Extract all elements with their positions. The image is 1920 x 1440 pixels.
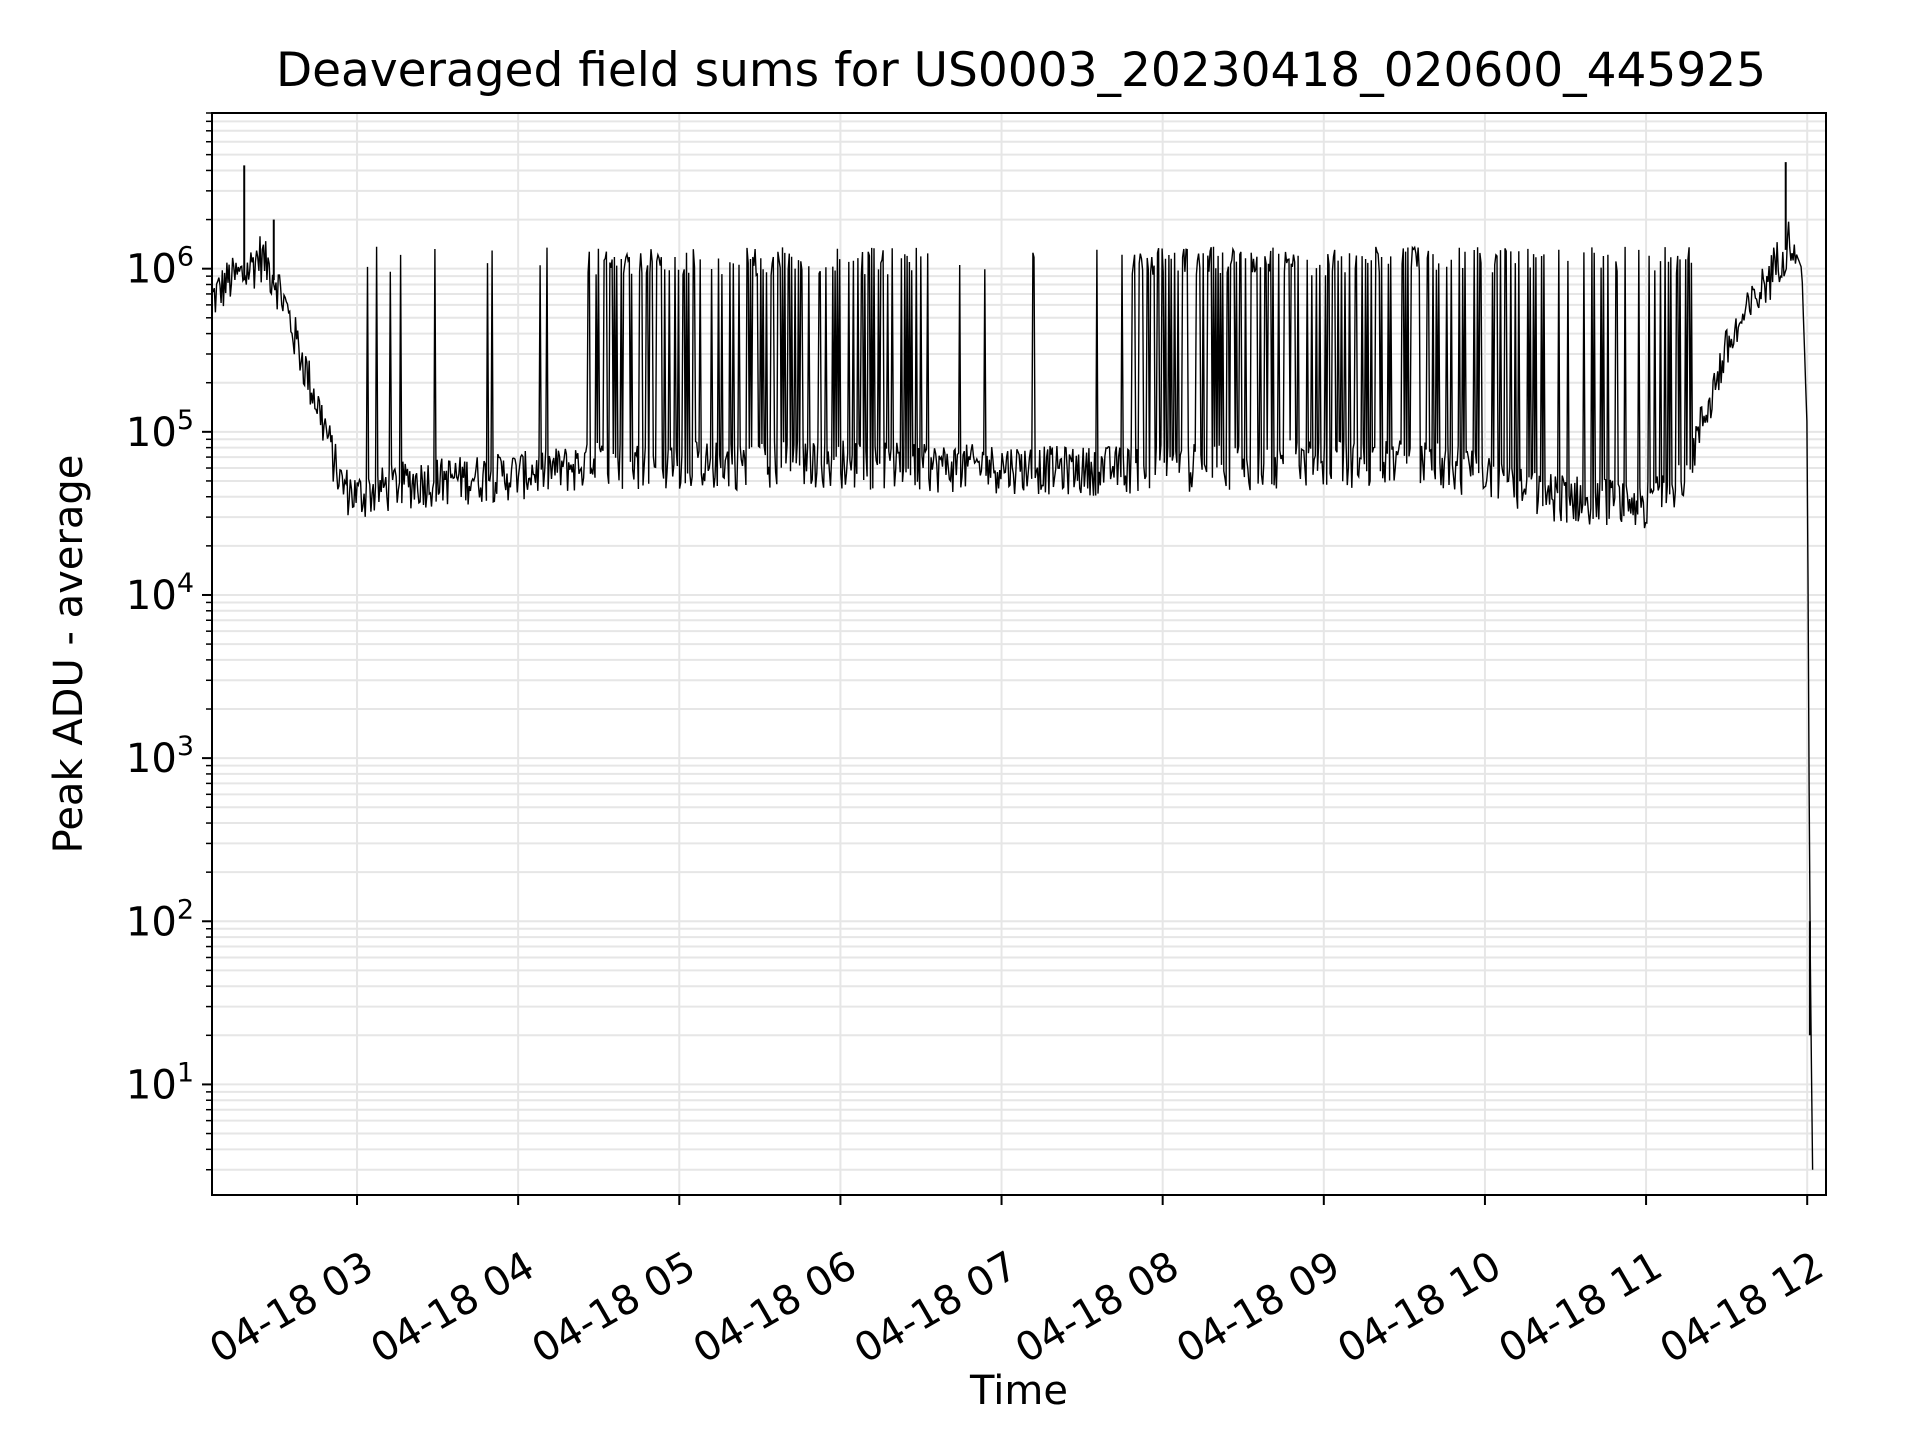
y-tick-label: 104 bbox=[126, 568, 194, 619]
y-tick-label: 106 bbox=[126, 242, 194, 293]
y-tick-label: 105 bbox=[126, 405, 194, 456]
series-line bbox=[211, 221, 1814, 1170]
grid-layer bbox=[212, 112, 1826, 1195]
y-tick-label: 102 bbox=[126, 894, 194, 945]
y-tick-label: 101 bbox=[126, 1057, 194, 1108]
y-axis-label: Peak ADU - average bbox=[46, 455, 92, 854]
chart-title: Deaveraged field sums for US0003_2023041… bbox=[276, 43, 1766, 98]
x-axis-label: Time bbox=[969, 1368, 1068, 1414]
y-ticks: 101 102 103 104 105 106 bbox=[126, 112, 212, 1171]
plot-frame bbox=[211, 112, 1827, 1196]
series-layer bbox=[211, 162, 1814, 1170]
y-tick-label: 103 bbox=[126, 731, 194, 782]
